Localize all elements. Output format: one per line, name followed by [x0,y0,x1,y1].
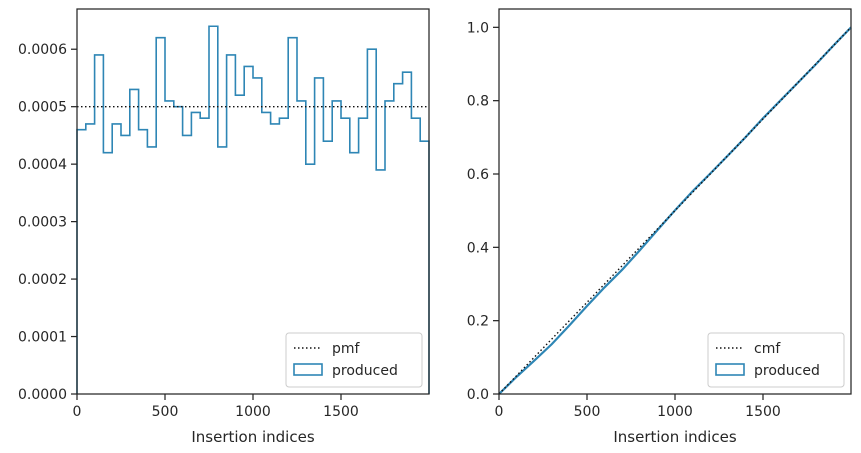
right-y-tick-label: 1.0 [467,20,489,36]
left-legend-reference-label: pmf [332,341,361,357]
left-produced-step-series [76,25,430,394]
left-legend-produced-label: produced [332,363,398,379]
left-x-tick-label: 1500 [323,404,359,420]
right-legend-produced-label: produced [754,363,820,379]
left-x-tick-label: 500 [152,404,179,420]
left-y-tick-label: 0.0003 [18,215,67,231]
left-x-axis-label: Insertion indices [191,428,314,446]
right-y-tick-label: 0.2 [467,314,489,330]
right-x-axis-label: Insertion indices [613,428,736,446]
right-legend-produced-swatch [715,363,745,376]
right-cmf-reference-line [498,26,852,395]
right-produced-cumulative-line [498,26,852,395]
left-y-tick-label: 0.0006 [18,42,67,58]
left-y-tick-label: 0.0005 [18,100,67,116]
right-x-tick-label: 0 [495,404,504,420]
right-x-tick-label: 1000 [657,404,693,420]
left-x-tick-label: 1000 [235,404,271,420]
left-y-tick-label: 0.0004 [18,157,67,173]
right-chart-cmf: 0 500 1000 1500 0.0 0.2 0.4 0.6 0.8 1.0 Insertion … [467,8,852,446]
right-x-tick-label: 1500 [745,404,781,420]
right-y-tick-label: 0.8 [467,94,489,110]
left-legend-box [285,332,423,388]
left-x-tick-label: 0 [73,404,82,420]
right-y-tick-label: 0.6 [467,167,489,183]
right-legend-box [707,332,845,388]
left-y-tick-label: 0.0002 [18,272,67,288]
left-chart-pmf: 0 500 1000 1500 0.0000 0.0001 0.0002 0.0003 0.00… [18,8,430,446]
left-y-tick-label: 0.0001 [18,330,67,346]
right-x-tick-label: 500 [574,404,601,420]
left-y-tick-label: 0.0000 [18,387,67,403]
right-y-tick-label: 0.4 [467,240,489,256]
right-legend-reference-label: cmf [754,341,781,357]
right-y-tick-label: 0.0 [467,387,489,403]
left-legend-produced-swatch [293,363,323,376]
